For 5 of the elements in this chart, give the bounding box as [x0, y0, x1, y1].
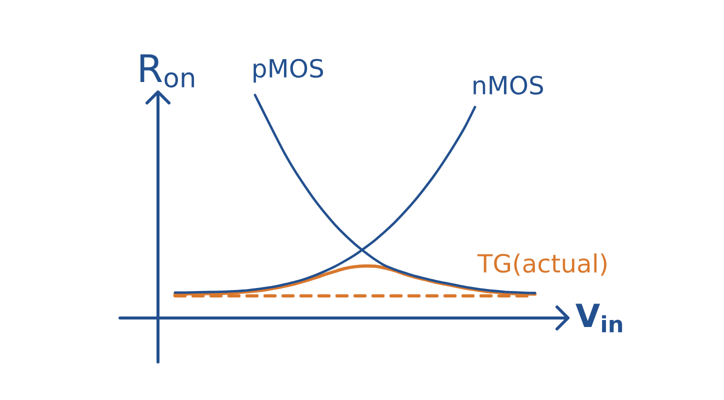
- series-label: TG(actual): [477, 253, 606, 276]
- x-axis-title: V$_{in}$: [576, 304, 622, 332]
- series-label: pMOS: [254, 58, 324, 83]
- y-axis-title: R$_{on}$: [140, 54, 194, 88]
- series-label: nMOS: [474, 76, 543, 95]
